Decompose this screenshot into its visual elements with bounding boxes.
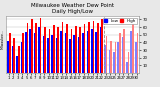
Bar bbox=[100, 27, 101, 73]
Bar bbox=[16, 56, 18, 73]
Bar bbox=[131, 31, 132, 73]
Bar bbox=[79, 27, 81, 73]
Bar bbox=[91, 29, 93, 73]
Bar bbox=[135, 42, 137, 73]
Bar bbox=[95, 32, 97, 73]
Bar bbox=[29, 29, 31, 73]
Bar bbox=[53, 25, 55, 73]
Legend: Low, High: Low, High bbox=[103, 18, 137, 24]
Bar bbox=[25, 32, 27, 73]
Bar bbox=[13, 38, 15, 73]
Bar bbox=[9, 33, 11, 73]
Bar bbox=[117, 42, 119, 73]
Bar bbox=[106, 36, 108, 73]
Bar bbox=[56, 38, 57, 73]
Bar bbox=[22, 33, 24, 73]
Bar bbox=[34, 33, 35, 73]
Text: Milwaukee...: Milwaukee... bbox=[1, 29, 5, 49]
Bar bbox=[12, 46, 13, 73]
Bar bbox=[84, 24, 85, 73]
Bar bbox=[66, 24, 68, 73]
Bar bbox=[126, 62, 128, 73]
Bar bbox=[27, 23, 28, 73]
Bar bbox=[93, 21, 94, 73]
Bar bbox=[110, 41, 112, 73]
Bar bbox=[97, 23, 99, 73]
Bar bbox=[122, 37, 123, 73]
Bar bbox=[73, 35, 75, 73]
Bar bbox=[49, 29, 50, 73]
Bar bbox=[108, 50, 110, 73]
Bar bbox=[137, 33, 138, 73]
Bar bbox=[123, 29, 125, 73]
Bar bbox=[40, 18, 41, 73]
Bar bbox=[44, 27, 46, 73]
Bar bbox=[20, 42, 22, 73]
Bar bbox=[128, 52, 129, 73]
Bar bbox=[35, 23, 37, 73]
Bar bbox=[64, 33, 66, 73]
Bar bbox=[115, 42, 116, 73]
Bar bbox=[119, 33, 121, 73]
Bar bbox=[18, 46, 20, 73]
Title: Milwaukee Weather Dew Point
Daily High/Low: Milwaukee Weather Dew Point Daily High/L… bbox=[31, 3, 114, 14]
Bar bbox=[82, 33, 84, 73]
Bar bbox=[101, 19, 103, 73]
Bar bbox=[71, 29, 72, 73]
Bar bbox=[31, 19, 33, 73]
Bar bbox=[69, 39, 71, 73]
Bar bbox=[88, 22, 90, 73]
Bar bbox=[47, 38, 49, 73]
Bar bbox=[132, 23, 134, 73]
Bar bbox=[57, 27, 59, 73]
Bar bbox=[104, 45, 106, 73]
Bar bbox=[62, 22, 64, 73]
Bar bbox=[113, 52, 115, 73]
Bar bbox=[75, 26, 77, 73]
Bar bbox=[43, 36, 44, 73]
Bar bbox=[7, 41, 9, 73]
Bar bbox=[38, 27, 40, 73]
Bar bbox=[78, 37, 79, 73]
Bar bbox=[87, 31, 88, 73]
Bar bbox=[60, 31, 62, 73]
Bar bbox=[51, 35, 53, 73]
